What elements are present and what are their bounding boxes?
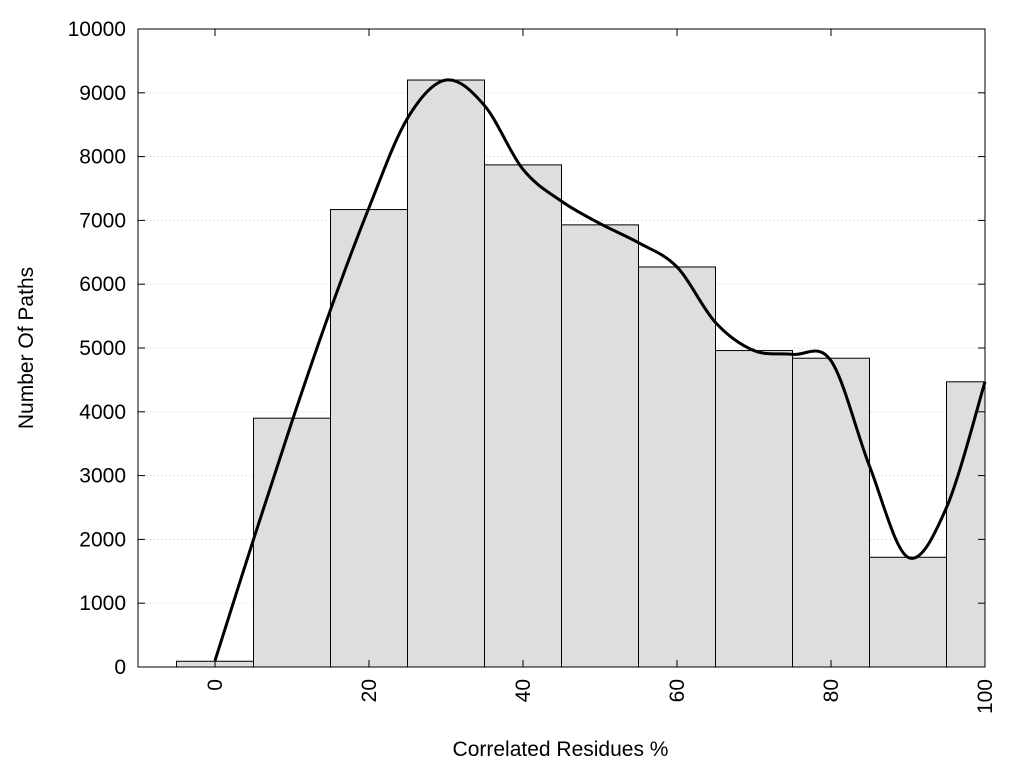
- bar: [638, 266, 716, 668]
- x-tick-label: 0: [204, 679, 227, 691]
- y-axis-ticks: 0 1000 2000 3000 4000 5000 6000 7000 8000 9000 100…: [68, 18, 985, 679]
- bar: [407, 79, 485, 668]
- density-curve: [213, 78, 987, 662]
- y-tick-label: 6000: [79, 273, 126, 296]
- y-axis-title: Number Of Paths: [15, 267, 38, 429]
- x-tick-label: 40: [512, 679, 535, 702]
- bar: [253, 417, 331, 668]
- bar: [561, 224, 639, 668]
- bar: [869, 556, 947, 668]
- y-tick-label: 2000: [79, 528, 126, 551]
- x-tick-label: 80: [820, 679, 843, 702]
- x-tick-label: 100: [974, 679, 997, 714]
- x-axis-title: Correlated Residues %: [453, 738, 669, 761]
- x-tick-label: 60: [666, 679, 689, 702]
- y-tick-label: 5000: [79, 337, 126, 360]
- y-tick-label: 7000: [79, 209, 126, 232]
- bar: [484, 164, 562, 668]
- y-tick-label: 3000: [79, 465, 126, 488]
- curve-line: [213, 78, 987, 662]
- y-tick-label: 0: [114, 656, 126, 679]
- x-tick-label: 20: [358, 679, 381, 702]
- bar: [792, 357, 870, 668]
- bar: [946, 381, 986, 668]
- bars: [176, 79, 986, 668]
- y-tick-label: 8000: [79, 146, 126, 169]
- y-tick-label: 1000: [79, 592, 126, 615]
- y-tick-label: 9000: [79, 82, 126, 105]
- bar: [715, 350, 793, 668]
- y-tick-label: 4000: [79, 401, 126, 424]
- x-axis-ticks: 0 20 40 60 80 100: [204, 29, 997, 714]
- y-tick-label: 10000: [68, 18, 126, 41]
